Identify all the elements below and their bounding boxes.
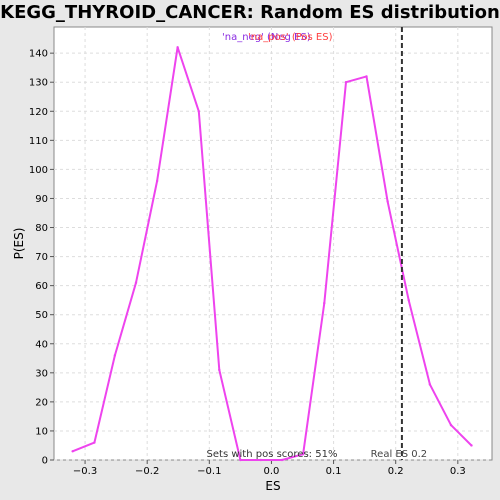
data-point [280,458,284,462]
data-point [113,354,117,357]
y-tick-label: 140 [29,49,48,60]
y-tick-label: 40 [35,339,48,350]
data-point [155,179,159,183]
plot-area [53,26,493,461]
x-tick-label: −0.3 [73,466,97,477]
y-tick-label: 110 [29,136,48,147]
y-tick-label: 80 [35,223,48,234]
y-tick-label: 20 [35,397,48,408]
legend-neg-label: 'na_neg' (Neg ES) [222,32,311,43]
x-tick-label: 0.2 [388,466,404,477]
x-axis-label: ES [265,479,280,493]
data-point [197,110,200,113]
y-tick-label: 70 [35,252,48,263]
data-point [176,46,179,49]
x-tick-label: 0.3 [450,466,466,477]
y-tick-label: 130 [29,78,48,89]
x-tick-label: −0.1 [197,466,221,477]
y-tick-label: 120 [29,107,48,118]
es-distribution-line [72,46,473,461]
legend-pos-label: 'na_pos' (Pos ES) [248,32,333,43]
pos-scores-annotation: Sets with pos scores: 51% [207,449,338,460]
y-tick-label: 50 [35,310,48,321]
data-point [218,368,221,372]
data-point [428,383,432,386]
data-point [239,458,242,462]
chart-title: KEGG_THYROID_CANCER: Random ES distribut… [0,2,500,23]
y-tick-label: 0 [42,456,48,467]
data-point [470,444,473,447]
data-point [323,301,326,305]
data-point [386,200,389,203]
data-point [301,452,305,456]
y-tick-label: 60 [35,281,48,292]
y-tick-label: 90 [35,194,48,205]
data-point [259,458,263,462]
x-tick-label: −0.2 [135,466,159,477]
series-layer [71,46,473,462]
annotation-layer: Real ES 0.2 Sets with pos scores: 51% 'na_… [207,27,427,460]
y-axis-label: P(ES) [12,228,26,260]
x-tick-label: 0.1 [326,466,342,477]
y-tick-label: 100 [29,165,48,176]
data-point [365,75,368,78]
data-point [134,281,138,284]
data-point [71,450,74,453]
data-point [93,441,96,444]
axis-layer: 0 10 20 30 40 50 60 70 80 90 100 110 120 130 140 −0.3 −0… [29,49,466,477]
data-point [407,298,410,302]
data-point [344,81,348,84]
y-tick-label: 30 [35,368,48,379]
real-es-label: Real ES 0.2 [371,449,427,460]
y-tick-label: 10 [35,426,48,437]
data-point [449,423,453,427]
x-tick-label: 0.0 [263,466,279,477]
